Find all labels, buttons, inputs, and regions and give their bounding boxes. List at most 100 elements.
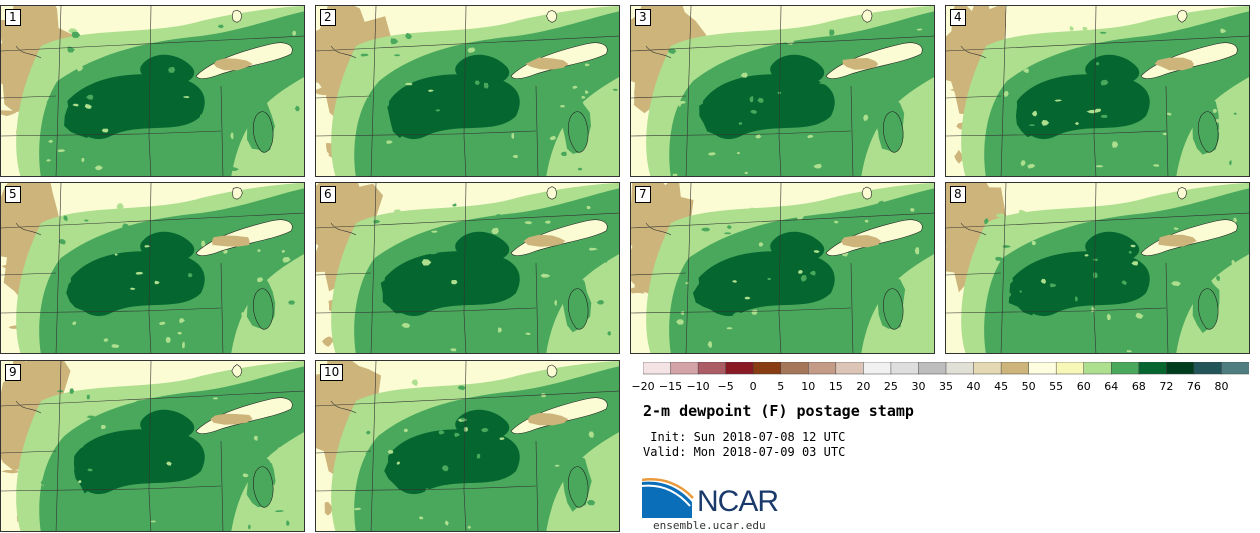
field-region [525, 57, 569, 70]
field-region [834, 26, 841, 33]
field-region [226, 475, 234, 481]
field-region [808, 223, 814, 228]
field-region [1028, 124, 1035, 126]
field-region [148, 312, 152, 353]
field-region [48, 139, 53, 143]
field-region [77, 444, 84, 448]
field-region [916, 28, 923, 31]
field-region [1197, 288, 1219, 330]
field-region [554, 299, 557, 306]
field-region [119, 174, 127, 176]
field-region [683, 105, 691, 110]
field-region [84, 103, 92, 109]
field-region [882, 288, 904, 330]
field-region [15, 45, 42, 59]
field-region [588, 431, 594, 438]
dewpoint-map [1, 361, 304, 531]
field-region [1, 272, 57, 276]
field-region [212, 235, 250, 247]
field-region [231, 9, 243, 23]
field-region [1121, 280, 1127, 286]
field-region [72, 321, 77, 326]
colorbar-tick-label: 60 [1076, 380, 1091, 393]
field-region [451, 280, 458, 285]
colorbar-tick-label: 80 [1214, 380, 1229, 393]
field-region [217, 24, 224, 29]
field-region [419, 516, 424, 520]
field-region [631, 310, 772, 314]
field-region [463, 135, 467, 176]
field-region [282, 257, 291, 263]
dewpoint-map [631, 6, 934, 176]
field-region [292, 30, 297, 36]
colorbar-tick-label: 35 [939, 380, 953, 393]
field-region [813, 250, 820, 253]
field-region [749, 96, 754, 103]
field-region [546, 364, 558, 378]
field-region [212, 397, 219, 400]
panel-number: 1 [5, 9, 21, 26]
field-region [700, 227, 711, 232]
field-region [166, 461, 172, 466]
field-region [365, 450, 374, 457]
field-region [581, 330, 586, 337]
map-panel-3: 3 [630, 5, 935, 177]
field-region [631, 212, 934, 229]
colorbar-swatch [697, 362, 727, 375]
field-region [335, 411, 345, 426]
field-region [134, 400, 144, 404]
field-region [567, 466, 589, 508]
field-region [277, 447, 282, 452]
field-region [631, 95, 687, 99]
field-region [316, 35, 619, 52]
field-region [58, 238, 66, 245]
field-region [818, 220, 823, 224]
field-region [1, 35, 304, 52]
field-region [452, 203, 457, 207]
field-region [572, 85, 578, 89]
field-region [1084, 254, 1089, 257]
field-region [560, 151, 567, 156]
field-region [435, 109, 441, 112]
field-region [511, 133, 515, 139]
field-region [463, 490, 467, 531]
field-region [631, 60, 644, 67]
field-region [1096, 62, 1100, 66]
field-region [946, 310, 1087, 314]
field-region [86, 415, 96, 419]
field-region [455, 54, 510, 85]
field-region [370, 183, 377, 353]
field-region [212, 492, 217, 499]
field-region [1165, 262, 1169, 353]
field-region [15, 222, 42, 236]
field-region [1056, 212, 1061, 215]
field-region [638, 246, 648, 260]
field-region [1093, 135, 1097, 176]
field-region [148, 183, 152, 314]
field-region [631, 35, 934, 52]
colorbar-swatch [780, 362, 810, 375]
field-region [230, 132, 234, 140]
field-region [268, 463, 273, 469]
field-region [1173, 227, 1179, 230]
field-region [74, 449, 108, 494]
field-region [577, 167, 583, 171]
field-region [1212, 108, 1218, 113]
field-region [444, 520, 449, 526]
field-region [316, 310, 457, 314]
field-region [1012, 251, 1150, 317]
field-region [241, 312, 245, 317]
field-region [495, 214, 502, 219]
field-region [645, 222, 672, 236]
field-region [778, 135, 782, 176]
field-region [177, 331, 182, 335]
field-region [140, 130, 222, 135]
field-region [71, 31, 81, 38]
field-region [325, 260, 335, 271]
field-region [586, 499, 596, 506]
field-region [383, 510, 392, 515]
field-region [441, 465, 449, 472]
field-region [393, 54, 401, 57]
field-region [256, 277, 264, 283]
colorbar-swatch [1166, 362, 1195, 375]
